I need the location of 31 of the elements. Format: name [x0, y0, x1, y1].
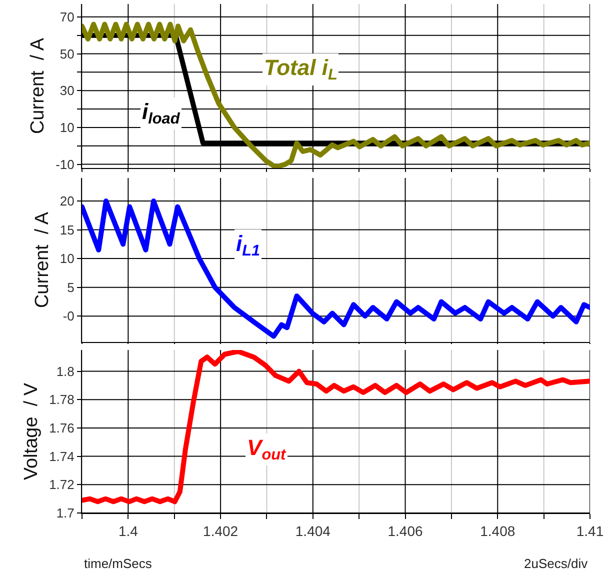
y-axis-title: Current / A [32, 212, 53, 308]
y-tick-label: 1.76 [49, 420, 74, 436]
y-tick-label: 5 [67, 280, 74, 295]
y-axis-title: Voltage / V [20, 382, 42, 480]
y-tick-label: 1.74 [49, 448, 74, 464]
text: V$_{out}$ [247, 435, 286, 464]
y-tick-label: 10 [60, 251, 74, 266]
y-tick-label: 15 [60, 222, 74, 238]
y-tick-label: 70 [60, 9, 74, 24]
y-tick-label: -0 [62, 308, 74, 324]
x-tick-label: 1.41 [576, 522, 604, 539]
y-tick-label: 30 [60, 83, 74, 98]
y-tick-label: 50 [60, 46, 74, 62]
x-tick-label: 1.408 [480, 522, 516, 539]
y-tick-label: 1.78 [49, 392, 74, 408]
y-tick-label: 1.72 [49, 477, 74, 492]
x-tick-label: 1.404 [295, 522, 331, 539]
series-label: i$_{load}$ [142, 99, 180, 128]
y-tick-label: -10 [56, 156, 74, 172]
y-tick-label: 20 [60, 194, 74, 209]
y-tick-label: 1.7 [56, 506, 74, 521]
y-axis-title: Current / A [27, 38, 48, 134]
y-tick-label: 10 [60, 120, 74, 136]
text: Total i$_{L}$ [264, 55, 338, 84]
x-tick-label: 1.406 [388, 522, 423, 539]
x-tick-label: 1.4 [118, 522, 138, 539]
series-label: i$_{L1}$ [236, 231, 260, 260]
y-tick-label: 1.8 [56, 364, 74, 379]
x-tick-label: 1.402 [203, 522, 238, 539]
text: 2uSecs/div [524, 556, 588, 571]
x-axis-title: time/mSecs [84, 556, 152, 571]
